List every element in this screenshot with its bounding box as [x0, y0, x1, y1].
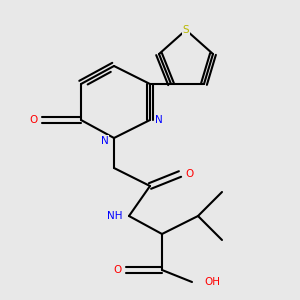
Text: O: O: [185, 169, 193, 179]
Text: S: S: [183, 25, 189, 35]
Text: NH: NH: [107, 211, 123, 221]
Text: N: N: [155, 115, 163, 125]
Text: O: O: [29, 115, 37, 125]
Text: OH: OH: [204, 277, 220, 287]
Text: N: N: [101, 136, 109, 146]
Text: O: O: [113, 265, 121, 275]
